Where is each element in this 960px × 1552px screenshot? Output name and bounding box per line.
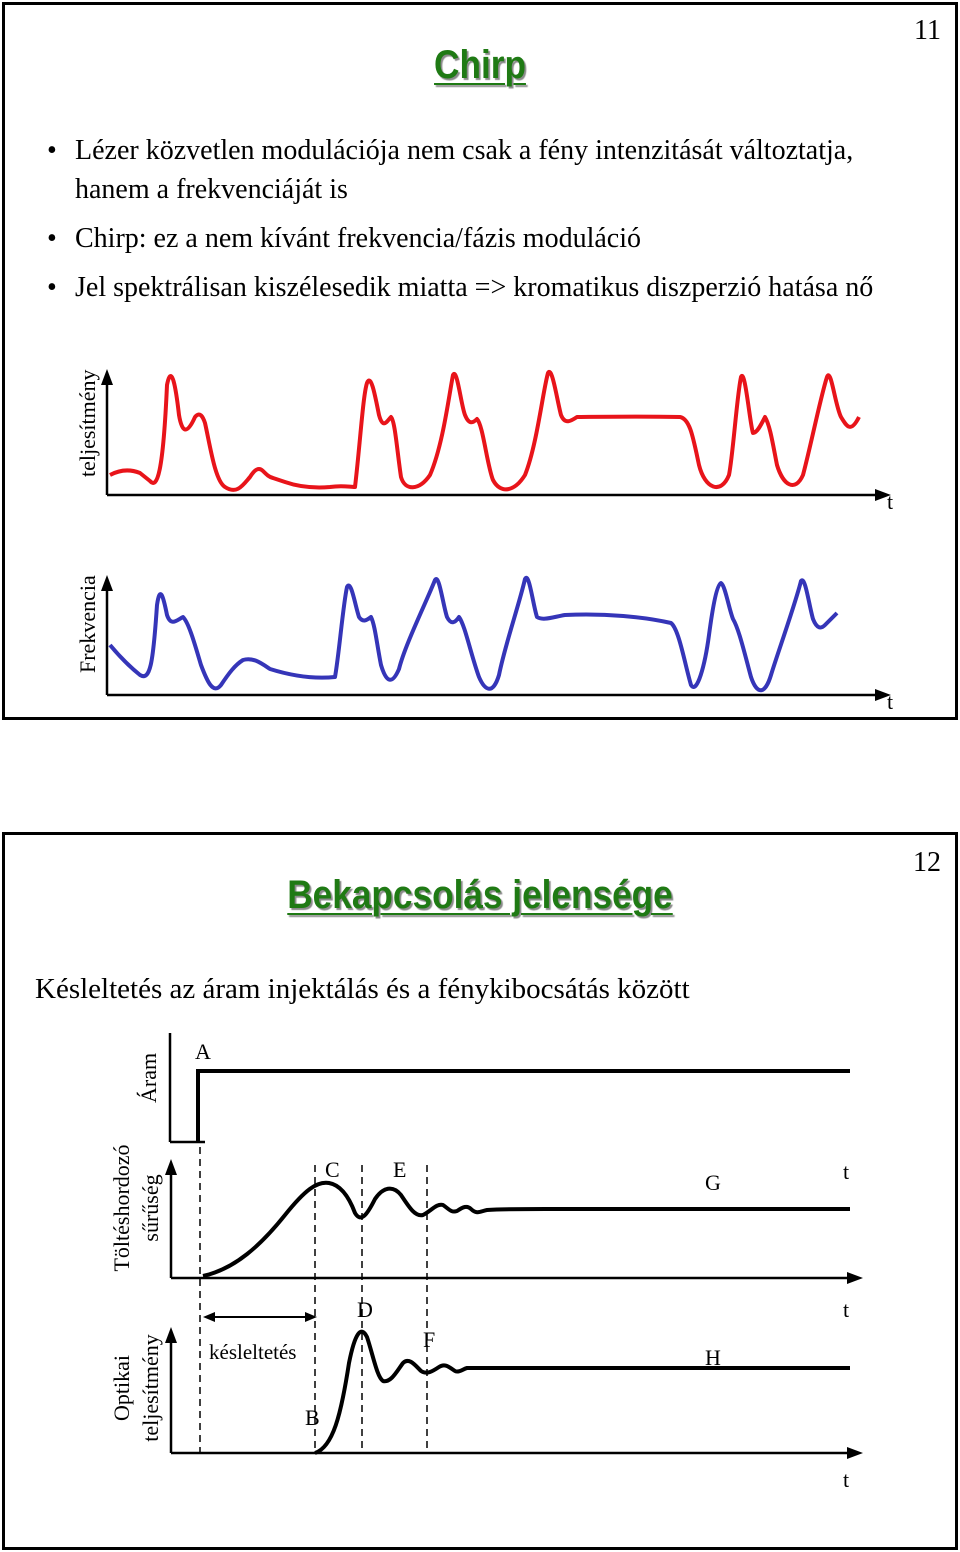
slide-turn-on: 12 Bekapcsolás jelensége Késleltetés az … [2, 832, 958, 1550]
bullet-item: Jel spektrálisan kiszélesedik miatta => … [45, 268, 925, 307]
carrier-y-label-line1: Töltéshordozó [109, 1144, 134, 1271]
freq-x-label: t [887, 689, 893, 714]
bullet-list: Lézer közvetlen modulációja nem csak a f… [45, 131, 925, 317]
carrier-density-curve [202, 1180, 850, 1278]
slide-subtitle: Késleltetés az áram injektálás és a fény… [35, 973, 690, 1005]
slide-title: Bekapcsolás jelensége [287, 873, 673, 917]
chirp-figure: t teljesítmény t Frekvencia [75, 369, 893, 714]
optical-power-curve [314, 1329, 850, 1455]
optical-x-label-lower: t [843, 1467, 849, 1492]
carrier-y-arrow [165, 1159, 177, 1175]
turn-on-figure: Áram A t Töltéshordozó sűrűség C E G t t… [109, 1033, 863, 1492]
point-label-g: G [705, 1170, 721, 1195]
bullet-item: Chirp: ez a nem kívánt frekvencia/fázis … [45, 219, 925, 258]
power-x-label: t [887, 489, 893, 514]
point-label-h: H [705, 1345, 721, 1370]
optical-y-arrow [165, 1327, 177, 1343]
power-x-arrow [875, 489, 891, 501]
freq-y-label: Frekvencia [75, 575, 100, 673]
slide-chirp: 11 Chirp Lézer közvetlen modulációja nem… [2, 2, 958, 720]
point-label-d: D [357, 1297, 373, 1322]
freq-y-arrow [101, 575, 113, 591]
optical-y-label-line2: teljesítmény [138, 1334, 163, 1442]
freq-x-arrow [875, 689, 891, 701]
power-curve [109, 369, 861, 492]
point-label-b: B [305, 1405, 320, 1430]
point-label-a: A [195, 1039, 211, 1064]
delay-arrow-right [305, 1312, 317, 1322]
optical-x-arrow [847, 1447, 863, 1459]
point-label-f: F [423, 1327, 435, 1352]
current-y-label: Áram [136, 1053, 161, 1103]
power-y-label: teljesítmény [75, 369, 100, 477]
carrier-y-label-line2: sűrűség [138, 1174, 163, 1241]
current-step-curve [196, 1069, 850, 1142]
point-label-c: C [325, 1157, 340, 1182]
delay-arrow-left [203, 1312, 215, 1322]
bullet-item: Lézer közvetlen modulációja nem csak a f… [45, 131, 925, 209]
page-number: 11 [914, 15, 941, 46]
power-y-arrow [101, 369, 113, 385]
carrier-x-arrow [847, 1272, 863, 1284]
delay-label: késleltetés [209, 1340, 296, 1364]
optical-y-label-line1: Optikai [109, 1355, 134, 1421]
optical-x-label-upper: t [843, 1297, 849, 1322]
slide-title: Chirp [434, 43, 526, 87]
point-label-e: E [393, 1157, 406, 1182]
page-number: 12 [913, 847, 941, 878]
carrier-x-label: t [843, 1159, 849, 1184]
frequency-curve [108, 575, 839, 693]
